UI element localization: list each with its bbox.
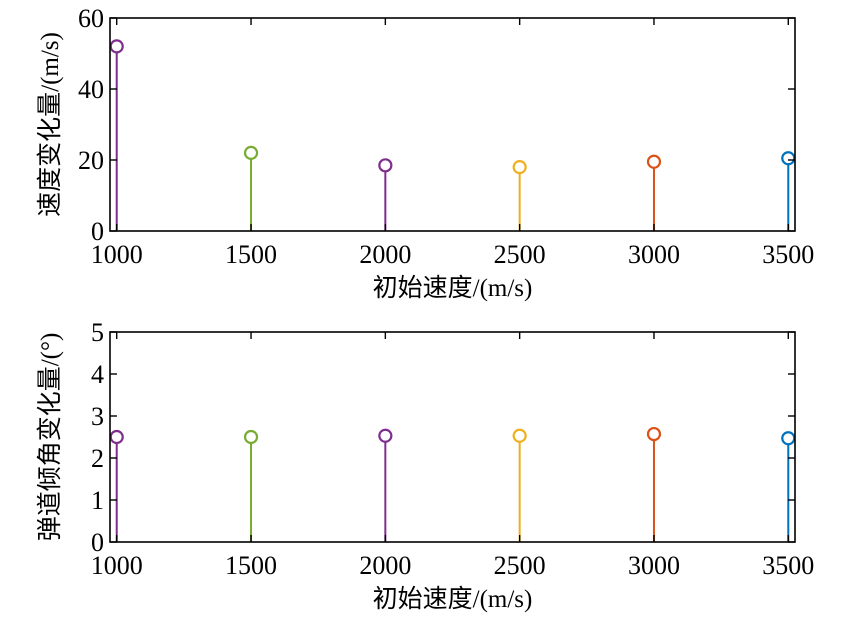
plot-area-frame [109,331,796,543]
stem-marker-2500 [512,428,527,443]
stem-marker-2000 [378,428,393,443]
stem-marker-1500 [243,429,259,445]
y-tick-label: 40 [78,75,104,104]
stem-marker-3500 [781,431,796,446]
x-tick-label: 1000 [91,551,143,580]
stem-marker-3000 [646,154,662,169]
y-axis-title: 速度变化量/(m/s) [36,32,64,217]
x-tick-label: 3500 [762,551,814,580]
y-tick-label: 3 [91,402,104,431]
y-tick-label: 0 [91,528,104,557]
y-tick-label: 20 [78,146,104,175]
stem-marker-1000 [109,429,124,445]
stem-marker-1000 [109,39,124,54]
x-tick-label: 1500 [225,551,277,580]
chart-panel-2: 1000 1500 2000 2500 3000 3500 0 1 2 3 4 5 初始速度/(m/s)… [36,318,814,613]
stem-marker-3000 [646,426,662,442]
stem-marker-2500 [512,160,527,175]
chart-panel-1: 1000 1500 2000 2500 3000 3500 0 20 40 60 初始速度/(m/s… [36,4,814,302]
x-axis-title: 初始速度/(m/s) [373,274,533,302]
y-axis-title: 弹道倾角变化量/(°) [36,333,64,542]
x-tick-label: 2500 [494,551,546,580]
y-tick-label: 4 [91,360,104,389]
x-tick-label: 3000 [628,551,680,580]
x-axis-title: 初始速度/(m/s) [373,585,533,613]
y-tick-label: 2 [91,444,104,473]
x-tick-label: 1500 [225,240,277,269]
stem-marker-1500 [243,145,259,160]
y-tick-label: 0 [91,217,104,246]
x-tick-label: 2000 [359,551,411,580]
stem-marker-2000 [378,158,393,173]
y-tick-label: 60 [78,4,104,33]
stem-marker-3500 [781,151,796,166]
x-tick-label: 2500 [494,240,546,269]
plot-area-frame [109,17,796,232]
x-tick-label: 3500 [762,240,814,269]
x-tick-label: 1000 [91,240,143,269]
x-tick-label: 2000 [359,240,411,269]
x-tick-label: 3000 [628,240,680,269]
y-tick-label: 1 [91,486,104,515]
y-tick-label: 5 [91,318,104,347]
